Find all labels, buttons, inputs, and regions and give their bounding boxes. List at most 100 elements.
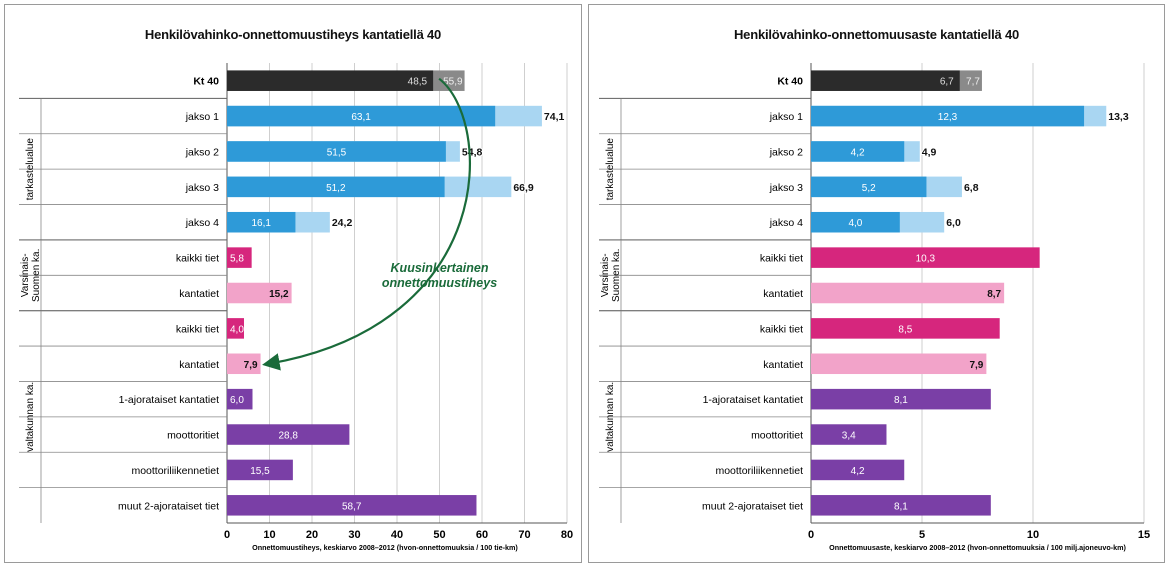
data-label: 15,5 (250, 466, 270, 477)
group-label: Varsinais-Suomen ka. (20, 249, 42, 302)
bar-main (811, 282, 1005, 304)
bar-chart-left: 0 10 20 30 40 50 60 70 80 Onnettomuustiheys, kesk… (19, 63, 573, 552)
data-label: 5,8 (230, 254, 244, 265)
category-label: jakso 4 (185, 217, 219, 229)
category-label: kaikki tiet (176, 323, 219, 335)
data-label: 48,5 (408, 77, 428, 88)
category-label: moottoritiet (167, 430, 219, 442)
bar-main (227, 211, 296, 233)
data-label: 63,1 (351, 112, 371, 123)
data-label-extended: 13,3 (1108, 111, 1129, 123)
data-label: 12,3 (938, 112, 958, 123)
data-label: 8,5 (898, 324, 912, 335)
chart-title-left: Henkilövahinko-onnettomuustiheys kantati… (144, 27, 442, 42)
data-label-extended: 74,1 (544, 111, 565, 123)
bar-main (227, 70, 434, 91)
data-label-extended: 66,9 (513, 182, 534, 194)
data-label: 8,1 (894, 395, 908, 406)
x-tick-label: 10 (1027, 529, 1039, 541)
bar-main (227, 176, 445, 198)
bar-main (811, 388, 991, 410)
x-tick-label: 50 (433, 529, 445, 541)
x-tick-label: 60 (476, 529, 488, 541)
annotation-arrow (262, 77, 471, 371)
data-label: 4,0 (230, 324, 244, 335)
category-label: Kt 40 (193, 76, 219, 88)
x-tick-label: 0 (808, 529, 814, 541)
category-label: kaikki tiet (176, 253, 219, 265)
category-label: kantatiet (179, 288, 219, 300)
data-label: 3,4 (842, 431, 856, 442)
group-label: tarkastelualue (605, 138, 616, 201)
chart-title-right: Henkilövahinko-onnettomuusaste kantatiel… (733, 27, 1020, 42)
x-tick-label: 20 (306, 529, 318, 541)
x-tick-label: 40 (391, 529, 403, 541)
bar-main (227, 353, 261, 375)
data-label: 6,7 (940, 77, 954, 88)
bar-main (811, 247, 1040, 268)
x-tick-label: 70 (518, 529, 530, 541)
category-label: muut 2-ajorataiset tiet (702, 500, 803, 512)
bar-chart-right: 0 5 10 15 Onnettomuusaste, keskiarvo 2008–20… (599, 63, 1150, 552)
annotation-text: Kuusinkertainen onnettomuustiheys (382, 261, 497, 290)
x-axis-label: Onnettomuusaste, keskiarvo 2008–2012 (hv… (829, 543, 1126, 552)
category-label: jakso 1 (185, 111, 219, 123)
bar-main (811, 105, 1085, 127)
bar-main (811, 211, 900, 233)
x-tick-label: 15 (1138, 529, 1150, 541)
data-label-extended: 54,8 (462, 146, 483, 158)
category-label: 1-ajorataiset kantatiet (703, 394, 803, 406)
category-label: jakso 1 (769, 111, 803, 123)
category-label: kantatiet (763, 359, 803, 371)
bar-main (227, 105, 496, 127)
data-label: 7,9 (244, 360, 258, 371)
category-label: jakso 2 (185, 146, 219, 158)
data-label: 4,2 (851, 466, 865, 477)
bar-main (227, 495, 477, 516)
data-label: 15,2 (269, 289, 289, 300)
data-label-extended: 24,2 (332, 217, 353, 229)
data-label: 16,1 (251, 218, 271, 229)
group-label: tarkastelualue (25, 138, 36, 201)
category-label: kantatiet (179, 359, 219, 371)
category-label: jakso 2 (769, 146, 803, 158)
data-label: 4,0 (848, 218, 862, 229)
category-label: kaikki tiet (760, 323, 803, 335)
category-label: Kt 40 (777, 76, 803, 88)
x-axis-label: Onnettomuustiheys, keskiarvo 2008–2012 (… (252, 543, 518, 552)
group-label: valtakunnan ka. (605, 382, 616, 452)
data-label-extended: 4,9 (922, 146, 937, 158)
x-tick-label: 5 (919, 529, 925, 541)
data-label: 28,8 (278, 431, 298, 442)
category-label: kantatiet (763, 288, 803, 300)
group-label: Varsinais-Suomen ka. (600, 249, 622, 302)
data-label: 51,2 (326, 183, 346, 194)
data-label-extended: 6,0 (946, 217, 961, 229)
bar-main (811, 141, 905, 162)
category-label: moottoriliikennetiet (715, 465, 803, 477)
data-label: 8,1 (894, 501, 908, 512)
bar-main (811, 70, 960, 91)
data-label: 51,5 (327, 147, 347, 158)
x-tick-label: 80 (561, 529, 573, 541)
data-label: 8,7 (987, 289, 1001, 300)
category-label: moottoriliikennetiet (131, 465, 219, 477)
chart-panel-right: Henkilövahinko-onnettomuusaste kantatiel… (588, 4, 1165, 563)
bar-main (811, 424, 887, 445)
category-label: jakso 3 (769, 182, 803, 194)
data-label: 4,2 (851, 147, 865, 158)
category-label: moottoritiet (751, 430, 803, 442)
x-tick-label: 10 (263, 529, 275, 541)
data-label-extended: 55,9 (443, 77, 463, 88)
x-tick-label: 0 (224, 529, 230, 541)
bar-main (811, 353, 987, 375)
data-label: 7,9 (969, 360, 983, 371)
bar-main (227, 318, 244, 339)
category-label: muut 2-ajorataiset tiet (118, 500, 219, 512)
data-label: 58,7 (342, 501, 362, 512)
bar-main (811, 318, 1000, 339)
bar-main (227, 247, 252, 268)
data-label: 10,3 (916, 254, 936, 265)
x-tick-label: 30 (348, 529, 360, 541)
bar-main (227, 141, 446, 162)
